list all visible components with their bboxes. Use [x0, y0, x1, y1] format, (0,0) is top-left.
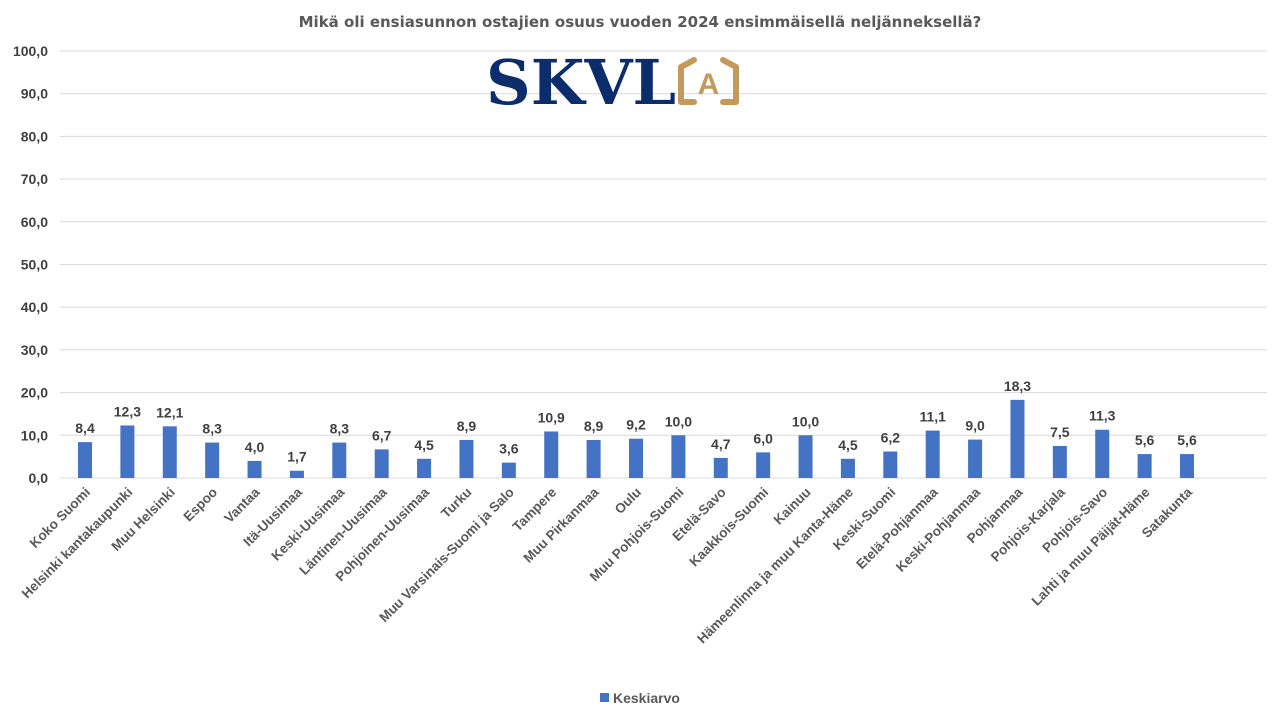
data-label: 4,7: [711, 436, 731, 452]
logo-badge-letter: A: [698, 68, 720, 101]
data-label: 6,7: [372, 427, 392, 443]
bar: [629, 438, 643, 478]
bar: [417, 458, 432, 478]
data-label: 7,5: [1050, 424, 1070, 440]
x-tick-label: Turku: [438, 485, 474, 521]
y-tick-label: 70,0: [21, 171, 48, 187]
data-label: 5,6: [1177, 432, 1197, 448]
data-label: 10,0: [665, 413, 692, 429]
data-label: 8,3: [330, 421, 350, 437]
bar: [586, 439, 601, 478]
x-tick-label: Pohjois-Karjala: [988, 484, 1068, 564]
data-label: 1,7: [287, 449, 307, 465]
data-label: 10,0: [792, 413, 819, 429]
data-label: 8,3: [202, 421, 222, 437]
bar: [1095, 429, 1110, 478]
bar: [840, 458, 855, 478]
bar: [247, 460, 262, 478]
data-label: 5,6: [1135, 432, 1155, 448]
x-tick-label: Hämeenlinna ja muu Kanta-Häme: [694, 484, 856, 646]
bar: [1010, 399, 1025, 478]
x-tick-label: Kainuu: [771, 485, 814, 528]
y-tick-label: 80,0: [21, 128, 48, 144]
x-tick-label: Espoo: [180, 485, 220, 525]
y-tick-label: 10,0: [21, 427, 48, 443]
bar: [671, 435, 686, 478]
bar: [1137, 454, 1152, 478]
data-label: 9,0: [965, 418, 985, 434]
bar: [162, 426, 177, 478]
data-label: 11,3: [1089, 408, 1116, 424]
x-tick-label: Muu Pirkanmaa: [521, 484, 603, 566]
data-label: 12,3: [114, 403, 141, 419]
legend-swatch: [600, 693, 609, 702]
x-tick-label: Vantaa: [221, 484, 263, 526]
bar: [798, 435, 813, 478]
data-label: 8,9: [584, 418, 604, 434]
house-badge-icon: A: [678, 57, 739, 105]
data-label: 4,5: [838, 437, 858, 453]
x-tick-label: Kaakkois-Suomi: [686, 485, 771, 570]
data-label: 6,0: [753, 430, 773, 446]
bar: [713, 457, 728, 478]
data-label: 9,2: [626, 417, 646, 433]
gridlines: [60, 50, 1267, 479]
bar: [205, 442, 220, 478]
chart-title: Mikä oli ensiasunnon ostajien osuus vuod…: [299, 13, 982, 31]
bar: [544, 431, 559, 478]
data-label: 12,1: [156, 404, 183, 420]
data-labels: 8,4 12,3 12,1 8,3 4,0 1,7 8,3 6,7 4,5 8,9 3,6 10,9 8…: [75, 378, 1197, 465]
bar: [501, 462, 516, 478]
y-tick-label: 0,0: [29, 470, 49, 486]
data-label: 8,9: [457, 418, 477, 434]
bar: [1052, 445, 1067, 478]
y-axis: 0,0 10,0 20,0 30,0 40,0 50,0 60,0 70,0 80,0 90,0 1…: [13, 43, 48, 486]
bar: [332, 442, 347, 478]
y-tick-label: 100,0: [13, 43, 48, 59]
data-label: 8,4: [75, 420, 95, 436]
bar: [1180, 454, 1194, 478]
bar: [78, 442, 92, 478]
bars: [78, 399, 1194, 478]
data-label: 6,2: [881, 430, 901, 446]
y-tick-label: 30,0: [21, 342, 48, 358]
bar: [120, 425, 135, 478]
x-tick-label: Oulu: [612, 485, 644, 517]
bar: [968, 439, 983, 478]
bar: [459, 439, 474, 478]
y-tick-label: 60,0: [21, 214, 48, 230]
data-label: 10,9: [538, 409, 565, 425]
bar: [374, 449, 389, 478]
skvl-logo: SKVL A: [486, 46, 739, 119]
bar: [289, 470, 304, 478]
y-tick-label: 50,0: [21, 257, 48, 273]
y-tick-label: 40,0: [21, 299, 48, 315]
logo-text: SKVL: [486, 46, 676, 119]
bar: [925, 430, 940, 478]
data-label: 4,5: [414, 437, 434, 453]
bar: [756, 452, 771, 478]
legend-label: Keskiarvo: [613, 690, 680, 706]
data-label: 18,3: [1004, 378, 1031, 394]
data-label: 3,6: [499, 441, 519, 457]
data-label: 4,0: [245, 439, 265, 455]
data-label: 11,1: [919, 409, 946, 425]
y-tick-label: 20,0: [21, 385, 48, 401]
x-tick-label: Keski-Uusimaa: [268, 484, 347, 563]
bar: [883, 451, 898, 478]
y-tick-label: 90,0: [21, 86, 48, 102]
legend: Keskiarvo: [600, 690, 680, 706]
